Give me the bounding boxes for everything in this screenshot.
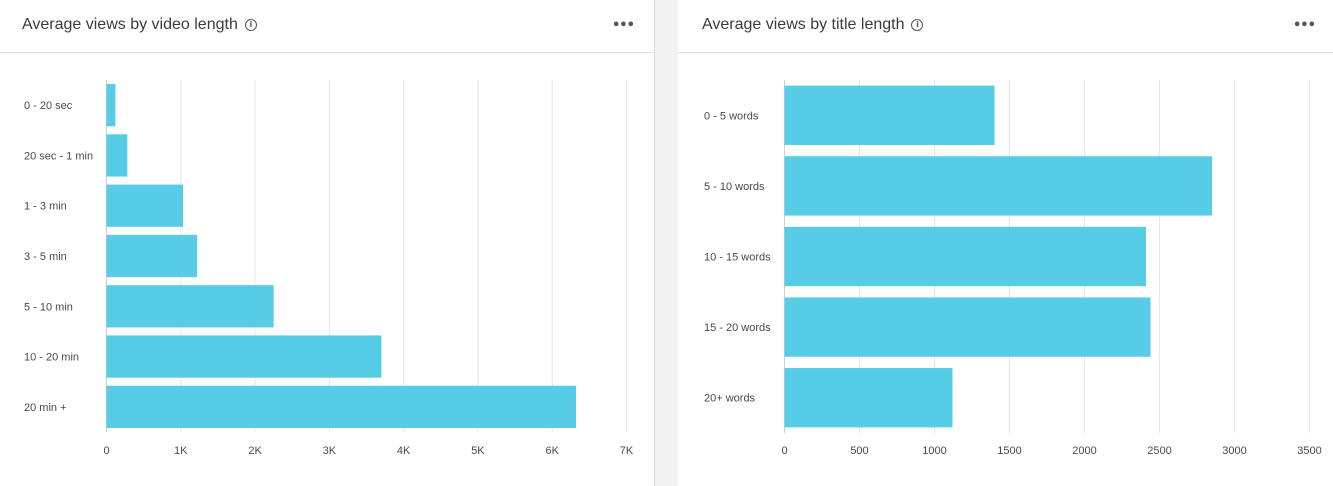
bar[interactable] — [784, 368, 953, 428]
category-label: 0 - 5 words — [704, 110, 759, 122]
tick-label: 1K — [174, 445, 188, 457]
info-icon[interactable]: i — [244, 19, 257, 31]
bar[interactable] — [106, 184, 184, 227]
bar[interactable] — [106, 84, 116, 127]
tick-label: 3500 — [1297, 445, 1321, 457]
tick-label: 5K — [471, 445, 485, 457]
bar[interactable] — [784, 226, 1147, 287]
bar[interactable] — [784, 85, 995, 145]
tick-label: 2000 — [1072, 445, 1096, 457]
bar[interactable] — [106, 385, 576, 428]
category-label: 0 - 20 sec — [24, 100, 73, 112]
tick-label: 3000 — [1222, 445, 1246, 457]
chart-card-video-length: Average views by video length i ••• 0 - 2… — [0, 0, 654, 486]
more-horizontal-icon[interactable]: ••• — [1293, 18, 1316, 33]
category-label: 5 - 10 words — [704, 181, 765, 193]
card-title-text: Average views by video length — [22, 16, 238, 33]
tick-label: 0 — [103, 445, 109, 457]
bar[interactable] — [106, 134, 128, 177]
bar-chart-video-length: 0 - 20 sec 20 sec - 1 min 1 - 3 min 3 - 5 m… — [24, 80, 634, 457]
more-horizontal-icon[interactable]: ••• — [612, 18, 635, 33]
tick-label: 6K — [545, 445, 559, 457]
category-label: 20+ words — [704, 393, 756, 405]
bar[interactable] — [784, 156, 1213, 216]
card-header: Average views by video length i ••• — [0, 0, 654, 53]
bar-chart-title-length: 0 - 5 words 5 - 10 words 10 - 15 words 15 -… — [704, 80, 1322, 457]
category-label: 10 - 15 words — [704, 252, 771, 264]
chart-card-title-length: Average views by title length i ••• 0 - 5… — [678, 0, 1333, 486]
tick-label: 4K — [397, 445, 411, 457]
category-label: 1 - 3 min — [24, 201, 67, 213]
tick-label: 3K — [323, 445, 337, 457]
bar[interactable] — [106, 285, 274, 328]
category-label: 5 - 10 min — [24, 301, 73, 313]
category-label: 15 - 20 words — [704, 322, 771, 334]
bar[interactable] — [784, 297, 1151, 357]
tick-label: 1500 — [997, 445, 1021, 457]
tick-label: 2K — [248, 445, 262, 457]
tick-label: 500 — [850, 445, 868, 457]
card-title-text: Average views by title length — [702, 16, 905, 33]
tick-label: 1000 — [922, 445, 946, 457]
card-title: Average views by video length i — [22, 16, 257, 34]
card-title: Average views by title length i — [702, 16, 924, 34]
tick-label: 0 — [781, 445, 787, 457]
category-label: 10 - 20 min — [24, 352, 79, 364]
panel-divider — [654, 0, 678, 486]
category-label: 3 - 5 min — [24, 251, 67, 263]
tick-label: 7K — [620, 445, 634, 457]
info-icon[interactable]: i — [911, 19, 924, 31]
card-header: Average views by title length i ••• — [678, 0, 1333, 53]
category-label: 20 min + — [24, 402, 67, 414]
tick-label: 2500 — [1147, 445, 1171, 457]
bar[interactable] — [106, 234, 198, 278]
bar[interactable] — [106, 335, 382, 378]
category-label: 20 sec - 1 min — [24, 150, 93, 162]
